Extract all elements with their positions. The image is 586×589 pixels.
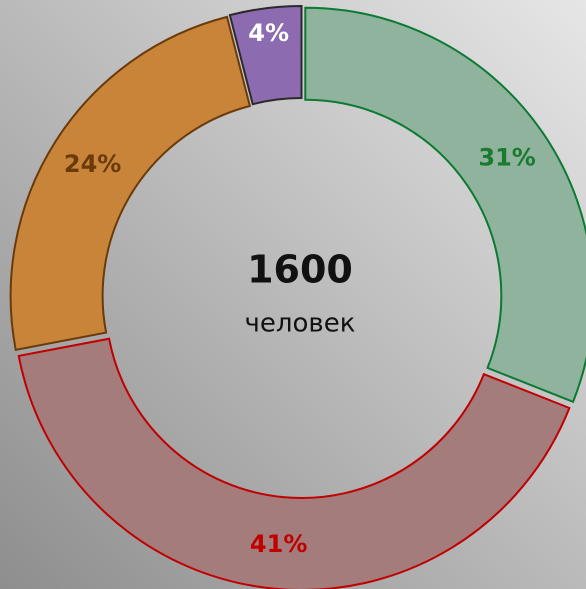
center-value: 1600 [247,248,353,292]
value-label: 41% [250,530,307,558]
value-label: 4% [248,19,289,47]
slice [9,15,252,351]
slice [304,6,586,404]
slice [17,337,571,589]
slices [9,5,586,589]
value-label: 31% [478,144,535,172]
center-label: человек [245,309,356,339]
value-label: 24% [64,150,121,178]
slice [228,5,303,106]
